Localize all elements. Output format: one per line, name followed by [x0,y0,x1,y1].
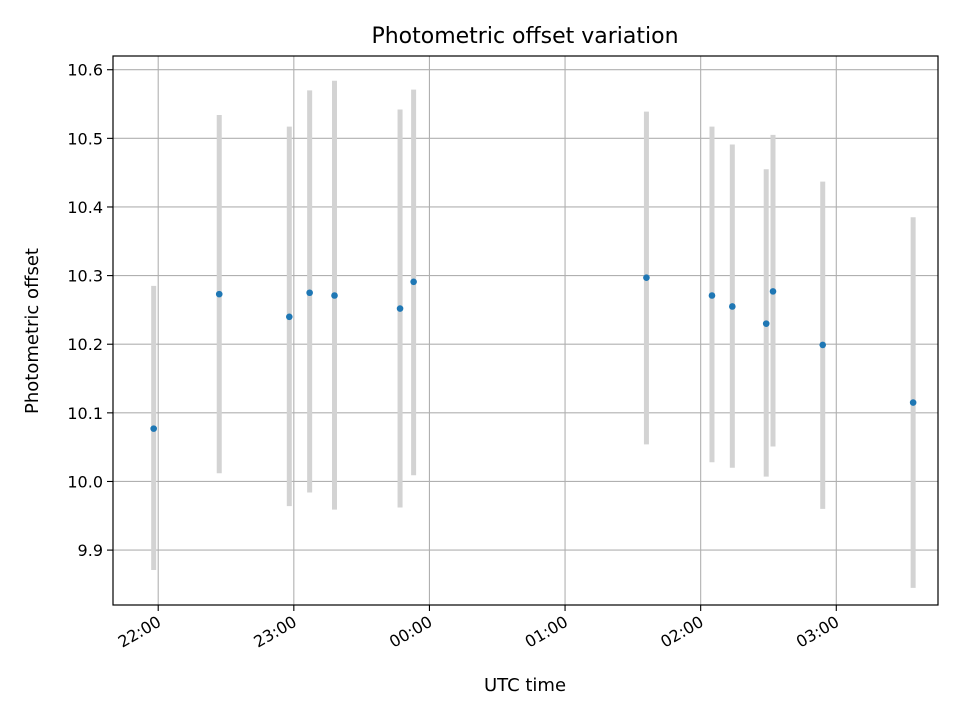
y-tick-label: 10.2 [67,335,103,354]
y-tick-label: 10.3 [67,267,103,286]
y-axis-ticks: 9.9 10.0 10.1 10.2 10.3 10.4 10.5 10.6 [67,61,113,560]
data-point [769,288,777,295]
data-point [819,341,827,349]
data-point [286,313,293,321]
chart-title: Photometric offset variation [371,24,678,49]
data-point [708,292,716,299]
data-point [643,274,650,281]
data-point [396,305,404,312]
y-tick-label: 10.4 [67,198,103,217]
grid [113,56,938,605]
data-points [150,274,917,432]
data-point [150,425,157,432]
data-point [909,399,917,406]
y-tick-label: 9.9 [78,541,103,560]
x-axis-label: UTC time [484,675,566,696]
y-tick-label: 10.5 [67,129,103,148]
data-point [215,290,223,298]
y-tick-label: 10.0 [67,472,103,491]
data-point [306,289,313,297]
y-axis-label: Photometric offset [22,248,43,414]
y-tick-label: 10.1 [67,404,103,423]
y-tick-label: 10.6 [67,61,103,80]
data-point [762,320,770,327]
data-point [410,278,417,286]
data-point [729,303,736,310]
axes-frame [112,55,939,606]
data-point [331,292,338,299]
